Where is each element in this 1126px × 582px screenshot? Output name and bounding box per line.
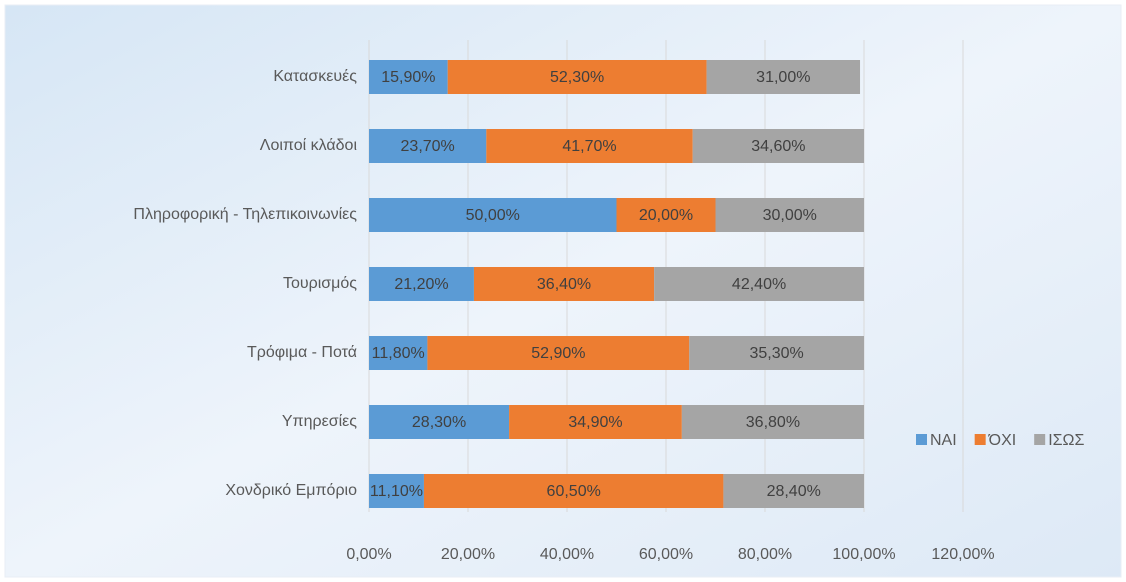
legend-label: ΌΧΙ (988, 432, 1017, 449)
y-tick-label: Υπηρεσίες (282, 413, 357, 430)
y-tick-label: Χονδρικό Εμπόριο (225, 482, 357, 499)
bar-segment (369, 267, 474, 301)
x-tick-label: 100,00% (832, 546, 895, 563)
bar-segment (369, 474, 424, 508)
bar-segment (369, 198, 617, 232)
data-label: 11,10% (370, 483, 423, 500)
x-tick-label: 0,00% (346, 546, 391, 563)
data-label: 35,30% (749, 345, 803, 362)
legend-label: ΙΣΩΣ (1048, 432, 1084, 449)
data-label: 50,00% (466, 207, 520, 224)
data-label: 52,30% (550, 69, 604, 86)
data-label: 36,80% (746, 414, 800, 431)
data-label: 36,40% (537, 276, 591, 293)
bar-segment (369, 336, 428, 370)
y-tick-label: Λοιποί κλάδοι (260, 137, 358, 154)
y-tick-label: Τουρισμός (283, 275, 357, 292)
bar-segment (427, 336, 690, 370)
legend-swatch (916, 434, 927, 445)
bar-segment (723, 474, 864, 508)
bar-segment (369, 405, 510, 439)
bar-segment (654, 267, 864, 301)
data-label: 15,90% (381, 69, 435, 86)
data-label: 42,40% (732, 276, 786, 293)
bar-segment (681, 405, 864, 439)
legend-swatch (1034, 434, 1046, 445)
x-tick-label: 80,00% (738, 546, 792, 563)
bar-segment (369, 129, 487, 163)
data-label: 31,00% (756, 69, 810, 86)
bar-segment (616, 198, 716, 232)
x-tick-label: 40,00% (540, 546, 594, 563)
data-label: 21,20% (394, 276, 448, 293)
bar-segment (692, 129, 864, 163)
data-label: 28,30% (412, 414, 466, 431)
bar-segment (715, 198, 864, 232)
y-tick-label: Τρόφιμα - Ποτά (247, 344, 357, 361)
x-tick-label: 120,00% (931, 546, 994, 563)
data-label: 34,60% (751, 138, 805, 155)
bar-segment (689, 336, 864, 370)
bar-segment (486, 129, 693, 163)
data-label: 52,90% (531, 345, 585, 362)
data-label: 30,00% (763, 207, 817, 224)
bar-segment (423, 474, 724, 508)
bar-segment (369, 60, 448, 94)
data-label: 20,00% (639, 207, 693, 224)
bar-segment (509, 405, 682, 439)
data-label: 11,80% (372, 345, 425, 362)
data-label: 28,40% (767, 483, 821, 500)
data-label: 60,50% (547, 483, 601, 500)
bar-segment (706, 60, 861, 94)
data-label: 23,70% (401, 138, 455, 155)
y-tick-label: Πληροφορική - Τηλεπικοινωνίες (133, 206, 357, 223)
bar-segment (473, 267, 655, 301)
bar-segment (447, 60, 707, 94)
data-label: 34,90% (568, 414, 622, 431)
legend-label: ΝΑΙ (930, 432, 957, 449)
x-tick-label: 60,00% (639, 546, 693, 563)
x-tick-label: 20,00% (441, 546, 495, 563)
data-label: 41,70% (562, 138, 616, 155)
y-tick-label: Κατασκευές (273, 68, 357, 85)
legend-swatch (974, 434, 986, 445)
